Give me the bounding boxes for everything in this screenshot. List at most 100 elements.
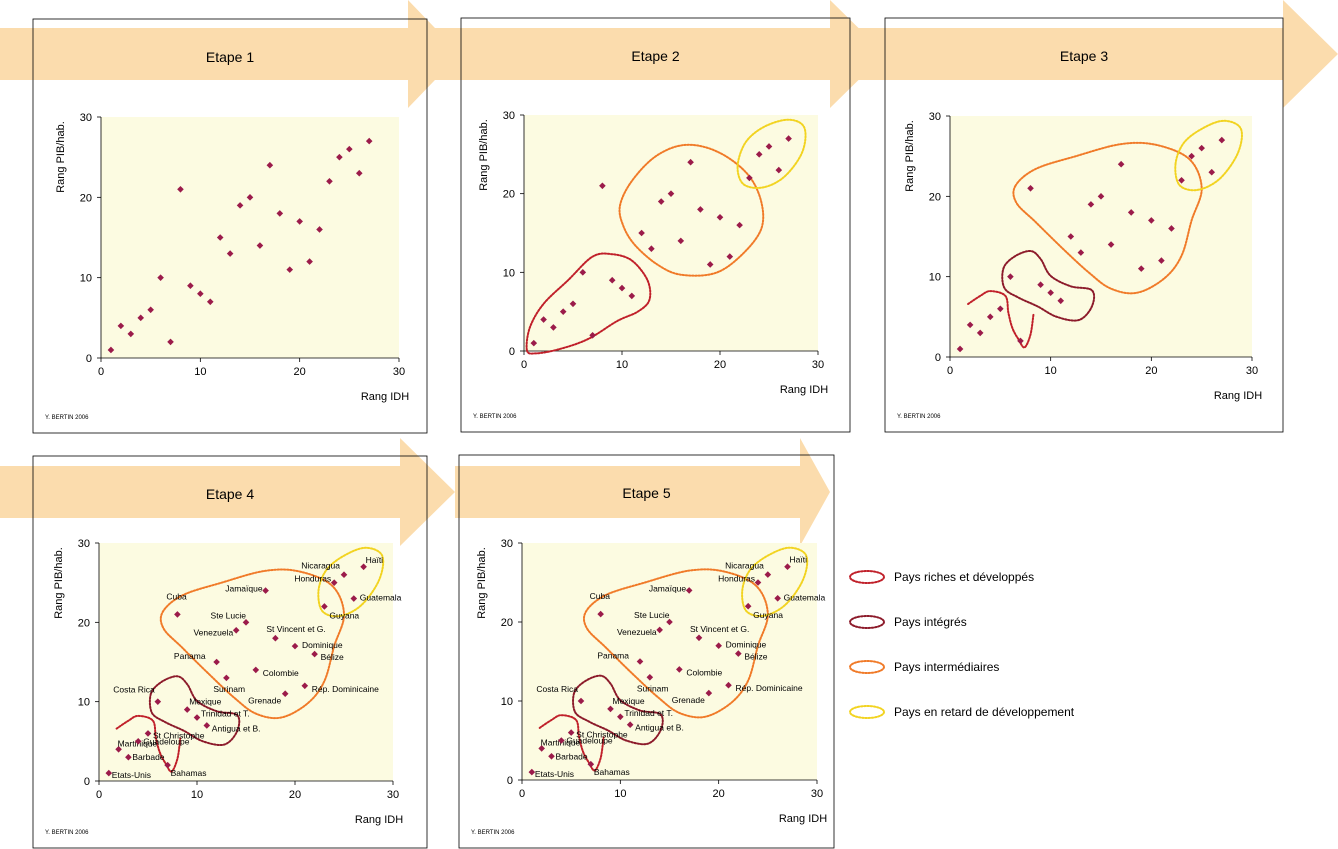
data-point [676, 666, 683, 673]
data-point [316, 226, 323, 233]
enclosure-integres [572, 674, 664, 746]
arrow-band-2-1 [0, 438, 455, 546]
data-point [127, 330, 135, 338]
data-point [281, 690, 289, 698]
data-point [272, 634, 279, 642]
y-tick-label: 20 [929, 191, 941, 203]
legend-swatch-riches [849, 570, 885, 584]
enclosure-retard [317, 546, 385, 618]
data-point [246, 194, 254, 201]
data-point [617, 713, 624, 721]
data-point [350, 595, 358, 602]
enclosure-intermediaires [618, 143, 765, 277]
legend-swatch-retard [849, 705, 885, 719]
data-point [528, 768, 536, 776]
data-point [105, 769, 113, 777]
data-point [599, 182, 606, 190]
x-axis-label: Rang IDH [355, 814, 403, 826]
data-point [677, 237, 685, 245]
legend-label-intermediaires: Pays intermédiaires [894, 660, 999, 674]
data-point [1077, 249, 1085, 256]
point-label: St Christophe [576, 730, 628, 740]
data-point [648, 245, 655, 253]
arrow-band-1-1 [0, 0, 460, 108]
data-point [1087, 201, 1095, 208]
legend-label-riches: Pays riches et développés [894, 570, 1034, 584]
data-point [144, 730, 152, 737]
point-label: Antigua et B. [212, 723, 261, 733]
data-point [997, 305, 1004, 313]
x-tick-label: 20 [294, 366, 306, 378]
data-point [232, 626, 240, 634]
data-point [715, 642, 722, 649]
data-point [276, 210, 284, 217]
data-point [706, 261, 714, 268]
x-tick-label: 10 [616, 359, 628, 371]
point-label: Venezuela [617, 627, 657, 637]
credit-text: Y. BERTIN 2006 [471, 830, 515, 836]
data-point [736, 221, 743, 229]
x-tick-label: 30 [387, 789, 399, 801]
data-point [744, 602, 752, 610]
point-label: Venezuela [193, 627, 233, 637]
panel-frame [884, 17, 1284, 433]
y-axis-label: Rang PIB/hab. [55, 121, 67, 193]
data-point [579, 269, 587, 276]
point-label: Antigua et B. [635, 723, 684, 733]
point-label: Panama [174, 651, 206, 661]
credit-text: Y. BERTIN 2006 [897, 414, 941, 420]
point-label: Guatemala [784, 592, 826, 602]
point-label: Colombie [686, 667, 722, 677]
data-point [154, 698, 162, 705]
point-label: Ste Lucie [634, 610, 670, 620]
data-point [1168, 225, 1175, 232]
data-point [1017, 337, 1024, 345]
data-point [262, 587, 269, 594]
data-point [608, 276, 616, 284]
x-tick-label: 20 [713, 788, 725, 800]
data-point [607, 705, 614, 713]
point-label: Honduras [718, 574, 755, 584]
data-point [291, 642, 299, 650]
point-label: Costa Rica [113, 685, 155, 695]
data-point [559, 308, 567, 315]
x-tick-label: 10 [614, 788, 626, 800]
y-tick-label: 20 [503, 189, 515, 201]
data-point [1067, 233, 1075, 240]
point-label: Nicaragua [725, 561, 764, 571]
data-point [558, 737, 565, 744]
data-point [311, 650, 318, 658]
data-point [638, 229, 645, 237]
point-label: Mexique [613, 696, 645, 706]
point-label: Dominique [302, 640, 343, 650]
x-tick-label: 0 [521, 359, 527, 371]
x-tick-label: 30 [811, 788, 823, 800]
x-tick-label: 10 [191, 789, 203, 801]
point-label: Surinam [213, 684, 245, 694]
data-point [746, 174, 753, 182]
data-point [360, 563, 367, 571]
data-point [321, 603, 328, 610]
data-point [774, 595, 781, 602]
data-point [252, 666, 260, 674]
data-point [784, 563, 791, 570]
enclosure-retard [741, 546, 809, 617]
data-point [765, 143, 773, 150]
data-point [1188, 152, 1195, 160]
data-point [226, 250, 234, 257]
data-point [301, 682, 309, 690]
panel-frame [32, 18, 428, 434]
data-point [626, 721, 634, 728]
y-tick-label: 10 [80, 273, 92, 285]
y-tick-label: 0 [86, 353, 92, 365]
data-point [695, 634, 703, 642]
data-point [340, 571, 348, 579]
y-axis-label: Rang PIB/hab. [478, 119, 490, 191]
data-point [1218, 136, 1226, 144]
point-label: Ste Lucie [211, 610, 247, 620]
x-tick-label: 20 [289, 789, 301, 801]
data-point [177, 186, 184, 193]
data-point [646, 674, 654, 681]
data-point [1007, 273, 1014, 280]
point-label: Guatemala [360, 593, 402, 603]
